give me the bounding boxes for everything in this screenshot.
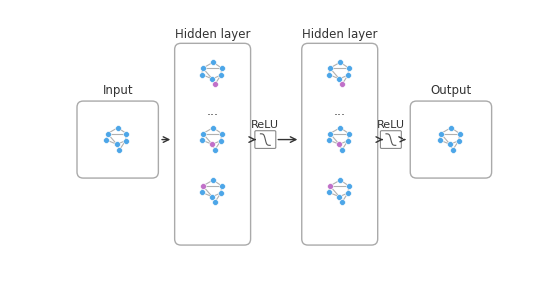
FancyBboxPatch shape	[175, 43, 250, 245]
Text: Hidden layer: Hidden layer	[302, 28, 377, 41]
Text: ReLU: ReLU	[252, 120, 279, 130]
FancyBboxPatch shape	[255, 131, 276, 149]
Text: Output: Output	[430, 84, 471, 97]
FancyBboxPatch shape	[381, 131, 401, 149]
FancyBboxPatch shape	[411, 101, 491, 178]
Text: ReLU: ReLU	[377, 120, 405, 130]
Text: Hidden layer: Hidden layer	[175, 28, 250, 41]
FancyBboxPatch shape	[77, 101, 158, 178]
Text: ...: ...	[207, 105, 219, 118]
Text: Input: Input	[102, 84, 133, 97]
FancyBboxPatch shape	[302, 43, 378, 245]
Text: ...: ...	[334, 105, 346, 118]
